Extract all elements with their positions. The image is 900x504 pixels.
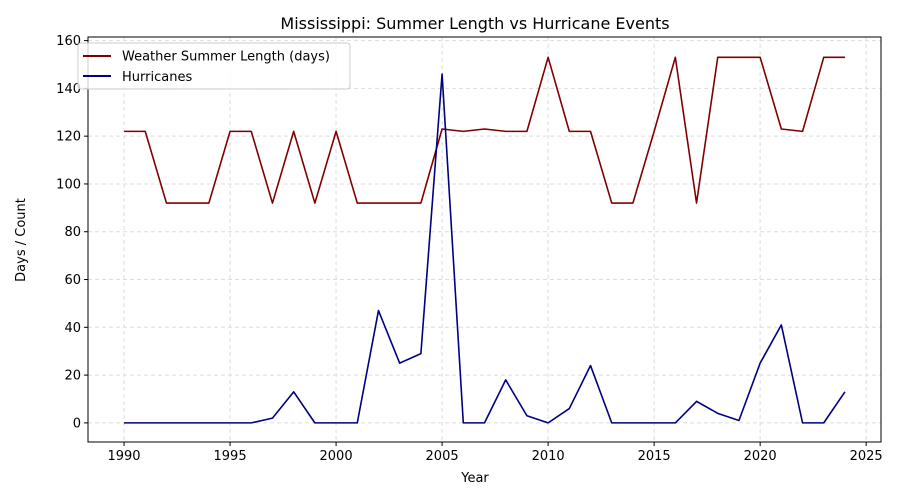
chart-title: Mississippi: Summer Length vs Hurricane … <box>280 14 669 33</box>
plot-area <box>88 37 881 442</box>
legend-label-summer-length: Weather Summer Length (days) <box>122 50 330 65</box>
x-tick-label: 2015 <box>638 449 671 464</box>
x-tick-label: 2000 <box>320 449 353 464</box>
legend-label-hurricanes: Hurricanes <box>122 70 192 85</box>
y-tick-label: 40 <box>64 321 81 336</box>
y-tick-label: 120 <box>56 130 81 145</box>
x-tick-label: 2025 <box>850 449 883 464</box>
legend: Weather Summer Length (days) Hurricanes <box>77 42 351 90</box>
x-tick-label: 2005 <box>426 449 459 464</box>
y-axis-label: Days / Count <box>14 198 29 282</box>
series-lines <box>124 56 846 424</box>
x-tick-label: 2010 <box>532 449 565 464</box>
x-axis-label: Year <box>460 471 489 486</box>
x-axis-ticks: 1990 1995 2000 2005 2010 2015 2020 2025 <box>107 442 883 464</box>
y-tick-label: 140 <box>56 82 81 97</box>
series-line-summer-length <box>124 56 845 204</box>
plot-frame <box>87 36 882 443</box>
series-line-hurricanes <box>124 73 846 424</box>
y-tick-label: 20 <box>64 369 81 384</box>
y-tick-label: 160 <box>56 34 81 49</box>
x-tick-label: 1990 <box>107 449 140 464</box>
y-tick-label: 80 <box>64 225 81 240</box>
x-tick-label: 1995 <box>214 449 247 464</box>
legend-frame <box>77 42 351 90</box>
y-axis-ticks: 0 20 40 60 80 100 120 140 160 <box>56 34 88 431</box>
y-tick-label: 100 <box>56 177 81 192</box>
x-tick-label: 2020 <box>744 449 777 464</box>
y-tick-label: 60 <box>64 273 81 288</box>
y-tick-label: 0 <box>73 416 81 431</box>
grid-lines <box>88 37 881 442</box>
